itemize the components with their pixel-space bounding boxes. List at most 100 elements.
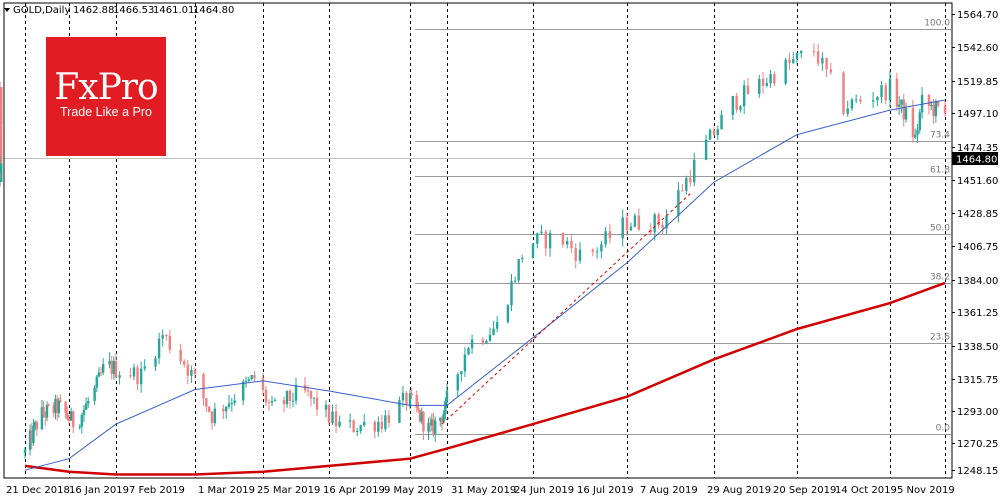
candle-body <box>677 190 680 216</box>
candle-body <box>934 101 938 117</box>
candle-body <box>943 106 947 113</box>
candle-body <box>373 421 376 432</box>
candle-body <box>595 251 599 253</box>
x-tick-label: 16 Jul 2019 <box>577 485 634 496</box>
candle-body <box>157 338 161 359</box>
candle-body <box>193 369 197 374</box>
candle-body <box>250 375 253 380</box>
x-tick-label: 16 Apr 2019 <box>323 485 385 496</box>
candle-body <box>704 139 708 160</box>
candle-body <box>165 335 168 337</box>
candle-body <box>241 381 245 401</box>
candle-body <box>270 401 274 403</box>
y-tick-label: 1270.25 <box>957 439 998 450</box>
fast-moving-average <box>24 99 946 471</box>
candle-body <box>548 232 552 249</box>
candle-body <box>492 328 495 335</box>
candle-body <box>154 358 157 367</box>
candle-body <box>821 57 824 64</box>
x-tick-label: 7 Feb 2019 <box>129 485 185 496</box>
candle-body <box>800 51 803 54</box>
candle-body <box>0 169 3 182</box>
candle-body <box>28 430 32 450</box>
candle-body <box>306 390 310 392</box>
candle-body <box>363 421 366 426</box>
candle-body <box>132 367 136 377</box>
candle-body <box>398 400 401 423</box>
candle-body <box>795 53 799 60</box>
candle-body <box>99 372 103 374</box>
candle-body <box>904 108 908 120</box>
candle-body <box>0 125 3 133</box>
candle-body <box>428 422 432 426</box>
candle-body <box>930 104 933 106</box>
candle-body <box>792 59 795 63</box>
candle-body <box>55 398 59 414</box>
candle-body <box>936 101 940 107</box>
candle-body <box>625 217 629 231</box>
candle-body <box>168 335 172 350</box>
open-price: 1462.88 <box>73 5 114 16</box>
candle-body <box>52 405 55 413</box>
candle-body <box>418 410 422 422</box>
slow-moving-average <box>24 281 946 476</box>
y-tick-label: 1474.35 <box>957 143 998 154</box>
candle-body <box>829 69 833 73</box>
candle-body <box>633 215 637 227</box>
y-tick-label: 1406.75 <box>957 242 998 253</box>
fib-level-label: 0.0 <box>936 424 951 434</box>
candle-body <box>442 414 445 423</box>
logo-wordmark: FxPro <box>54 67 158 108</box>
moving-averages <box>24 99 946 476</box>
dropdown-arrow-icon[interactable] <box>4 8 10 12</box>
candle-body <box>0 163 3 173</box>
candle-body <box>118 375 121 378</box>
candle-body <box>895 78 899 107</box>
candle-body <box>186 364 190 376</box>
candle-body <box>604 231 607 245</box>
candle-body <box>746 85 750 95</box>
candle-body <box>267 402 271 404</box>
candle-body <box>900 99 903 105</box>
candle-body <box>916 130 919 135</box>
candle-body <box>45 404 49 418</box>
candle-body <box>561 232 565 245</box>
candle-body <box>95 376 98 388</box>
candle-body <box>427 422 430 432</box>
candle-body <box>33 422 37 426</box>
candle-body <box>59 400 62 402</box>
candle-body <box>850 99 854 109</box>
candle-body <box>825 57 828 70</box>
candle-body <box>629 226 633 231</box>
high-price: 1466.53 <box>113 5 154 16</box>
candle-body <box>84 403 88 410</box>
candle-body <box>87 400 90 404</box>
candle-body <box>57 400 61 414</box>
candle-body <box>101 364 105 373</box>
candle-body <box>327 404 331 423</box>
price-axis: 1564.70 1542.60 1519.85 1497.10 1474.35 1451.… <box>952 10 998 477</box>
candle-body <box>432 419 435 434</box>
candle-body <box>285 390 289 405</box>
candle-body <box>129 375 132 377</box>
candle-body <box>544 231 548 249</box>
price-tag-label: 1464.80 <box>956 155 997 166</box>
candle-body <box>600 244 603 252</box>
candle-body <box>769 74 772 84</box>
x-tick-label: 29 Aug 2019 <box>707 485 771 496</box>
candle-body <box>481 339 485 344</box>
candle-body <box>758 78 761 95</box>
candle-body <box>720 114 723 130</box>
x-tick-label: 1 Mar 2019 <box>198 485 255 496</box>
candle-body <box>233 400 236 404</box>
candle-body <box>324 404 328 410</box>
candle-body <box>880 85 883 98</box>
candle-body <box>32 425 35 443</box>
candle-body <box>334 411 338 427</box>
candle-body <box>0 123 3 126</box>
candle-body <box>536 233 539 244</box>
candle-body <box>440 417 444 423</box>
candle-body <box>183 361 186 365</box>
x-tick-label: 25 Mar 2019 <box>257 485 320 496</box>
